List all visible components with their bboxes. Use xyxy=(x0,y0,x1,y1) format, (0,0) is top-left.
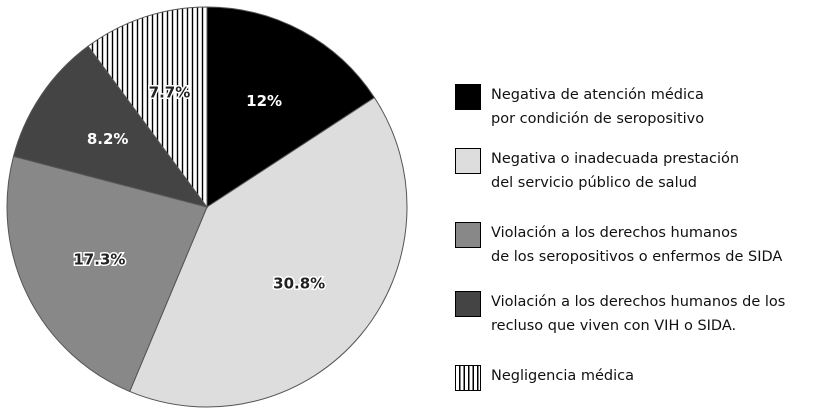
legend-item: Violación a los derechos humanos de los … xyxy=(455,291,785,338)
pie-slice xyxy=(129,96,408,408)
slice-label: 12% xyxy=(246,92,282,110)
slice-label: 8.2% xyxy=(87,130,129,148)
pie-slice xyxy=(6,155,208,393)
slice-label: 30.8% xyxy=(273,274,325,292)
pie-slice xyxy=(12,45,209,208)
legend-label: Violación a los derechos humanos de los … xyxy=(491,225,783,265)
legend-swatch xyxy=(455,291,481,317)
legend-swatch xyxy=(455,148,481,174)
legend-item: Negativa de atención médica por condició… xyxy=(455,84,704,131)
legend-swatch xyxy=(455,365,481,391)
legend-label: Negativa de atención médica por condició… xyxy=(491,87,705,127)
pie-slice xyxy=(87,6,208,209)
legend-item: Negligencia médica xyxy=(455,365,634,391)
legend-item: Negativa o inadecuada prestación del ser… xyxy=(455,148,739,195)
legend-item: Violación a los derechos humanos de los … xyxy=(455,222,782,269)
legend-label: Negativa o inadecuada prestación del ser… xyxy=(491,151,740,191)
legend-label: Violación a los derechos humanos de los … xyxy=(491,294,786,334)
legend-swatch xyxy=(455,222,481,248)
legend-label: Negligencia médica xyxy=(491,368,634,384)
slice-label: 17.3% xyxy=(73,251,125,269)
slice-label: 7.7% xyxy=(149,84,191,102)
pie-slice xyxy=(206,6,376,208)
legend-swatch xyxy=(455,84,481,110)
